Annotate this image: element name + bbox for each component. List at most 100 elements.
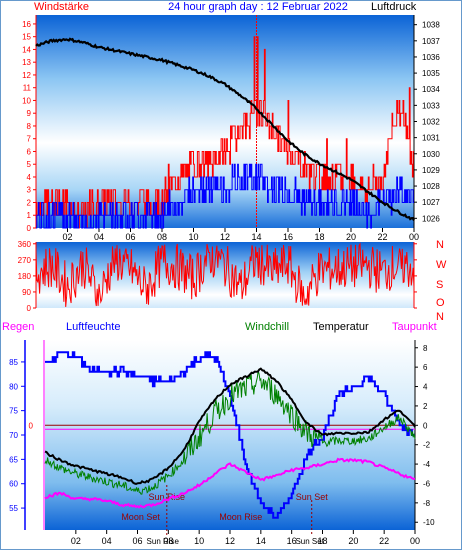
right-tick-label: 1038: [422, 21, 440, 30]
right-tick-label: 1032: [422, 118, 440, 127]
right-tick-label: 1033: [422, 101, 440, 110]
x-tick-label: 18: [314, 232, 324, 242]
right-tick-label: 1030: [422, 150, 440, 159]
left-tick-label: 3: [27, 186, 32, 195]
left-tick-label: 12: [22, 71, 31, 80]
windchill-series-line: [44, 370, 416, 495]
wind-pressure-chart: 02 04 06 08 10 12 14 16 18 20 22 000123456789101112…: [22, 15, 440, 242]
x-tick-label: 22: [379, 536, 389, 546]
temperature-tick-label: -8: [423, 499, 431, 508]
left-tick-label: 14: [22, 45, 31, 54]
humidity-tick-label: 55: [9, 504, 18, 513]
direction-tick-label: 90: [22, 288, 31, 297]
moon-rise-label: Moon Rise: [219, 512, 262, 522]
x-tick-label: 22: [377, 232, 387, 242]
humidity-tick-label: 60: [9, 480, 18, 489]
direction-tick-label: 0: [27, 304, 32, 313]
x-tick-label: 12: [220, 232, 230, 242]
legend-windchill: Windchill: [245, 321, 289, 333]
x-tick-label: 04: [94, 232, 104, 242]
humidity-tick-label: 80: [9, 382, 18, 391]
temperature-series-line: [44, 367, 416, 485]
temperature-tick-label: 8: [423, 344, 428, 353]
x-tick-label: 08: [163, 536, 173, 546]
left-tick-label: 2: [27, 198, 32, 207]
left-tick-label: 8: [27, 122, 32, 131]
x-tick-label: 14: [256, 536, 266, 546]
dewpoint-series-line: [44, 457, 416, 509]
left-tick-label: 13: [22, 58, 31, 67]
x-tick-label: 14: [251, 232, 261, 242]
left-tick-label: 4: [27, 173, 32, 182]
direction-tick-label: 270: [18, 256, 32, 265]
right-tick-label: 1029: [422, 166, 440, 175]
moon-set-label: Moon Set: [121, 512, 160, 522]
x-tick-label: 12: [225, 536, 235, 546]
left-tick-label: 0: [27, 224, 32, 233]
humidity-tick-label: 70: [9, 431, 18, 440]
temperature-plot-area: [45, 340, 415, 530]
wind-direction-series-line: [35, 242, 415, 307]
right-tick-label: 1031: [422, 134, 440, 143]
right-tick-label: 1036: [422, 53, 440, 62]
left-tick-label: 11: [23, 84, 32, 93]
x-tick-label: 08: [157, 232, 167, 242]
x-tick-label: 16: [283, 232, 293, 242]
left-tick-label: 7: [27, 135, 32, 144]
direction-tick-label: 360: [18, 240, 32, 249]
temperature-tick-label: 0: [423, 421, 428, 430]
header-left-label: Windstärke: [34, 1, 89, 13]
compass-letter: N: [436, 239, 444, 251]
left-tick-label: 15: [22, 33, 31, 42]
right-tick-label: 1034: [422, 85, 440, 94]
legend-regen: Regen: [2, 321, 34, 333]
compass-letter: N: [436, 311, 444, 323]
legend-temperatur: Temperatur: [313, 321, 369, 333]
compass-letter: S: [436, 279, 443, 291]
sun-set-label: Sun Set: [296, 492, 329, 502]
x-tick-label: 10: [194, 536, 204, 546]
left-tick-label: 5: [27, 160, 32, 169]
left-tick-label: 1: [27, 211, 32, 220]
humidity-series-line: [45, 351, 415, 519]
right-tick-label: 1035: [422, 69, 440, 78]
x-tick-label: 06: [125, 232, 135, 242]
right-tick-label: 1027: [422, 198, 440, 207]
sun-rise-label: Sun Rise: [149, 492, 186, 502]
humidity-tick-label: 65: [9, 455, 18, 464]
temperature-tick-label: -6: [423, 479, 431, 488]
temperature-tick-label: 2: [423, 402, 428, 411]
x-tick-label: 20: [346, 232, 356, 242]
legend-taupunkt: Taupunkt: [392, 321, 437, 333]
pressure-series-line: [35, 37, 415, 221]
x-tick-label: 00: [409, 232, 419, 242]
humidity-tick-label: 75: [9, 407, 18, 416]
sun-rise-axis-label: Sun Rise: [147, 537, 180, 546]
left-tick-label: 6: [27, 147, 32, 156]
right-tick-label: 1026: [422, 214, 440, 223]
temperature-tick-label: -10: [423, 518, 435, 527]
rain-zero-label: 0: [29, 421, 34, 430]
right-tick-label: 1037: [422, 37, 440, 46]
legend-luftfeuchte: Luftfeuchte: [66, 321, 120, 333]
wind-mean-series-line: [36, 163, 414, 229]
x-tick-label: 04: [102, 536, 112, 546]
x-tick-label: 18: [317, 536, 327, 546]
x-tick-label: 00: [410, 536, 420, 546]
direction-tick-label: 180: [18, 272, 32, 281]
wind-direction-chart: 0 90 180 270 360: [18, 240, 417, 313]
left-tick-label: 9: [27, 109, 32, 118]
right-tick-label: 1028: [422, 182, 440, 191]
left-tick-label: 16: [22, 20, 31, 29]
x-tick-label: 06: [132, 536, 142, 546]
x-tick-label: 02: [71, 536, 81, 546]
compass-letter: W: [436, 259, 447, 271]
compass-letter: O: [436, 297, 445, 309]
x-tick-label: 16: [287, 536, 297, 546]
x-tick-label: 20: [348, 536, 358, 546]
header-center-title: 24 hour graph day : 12 Februar 2022: [168, 1, 348, 13]
